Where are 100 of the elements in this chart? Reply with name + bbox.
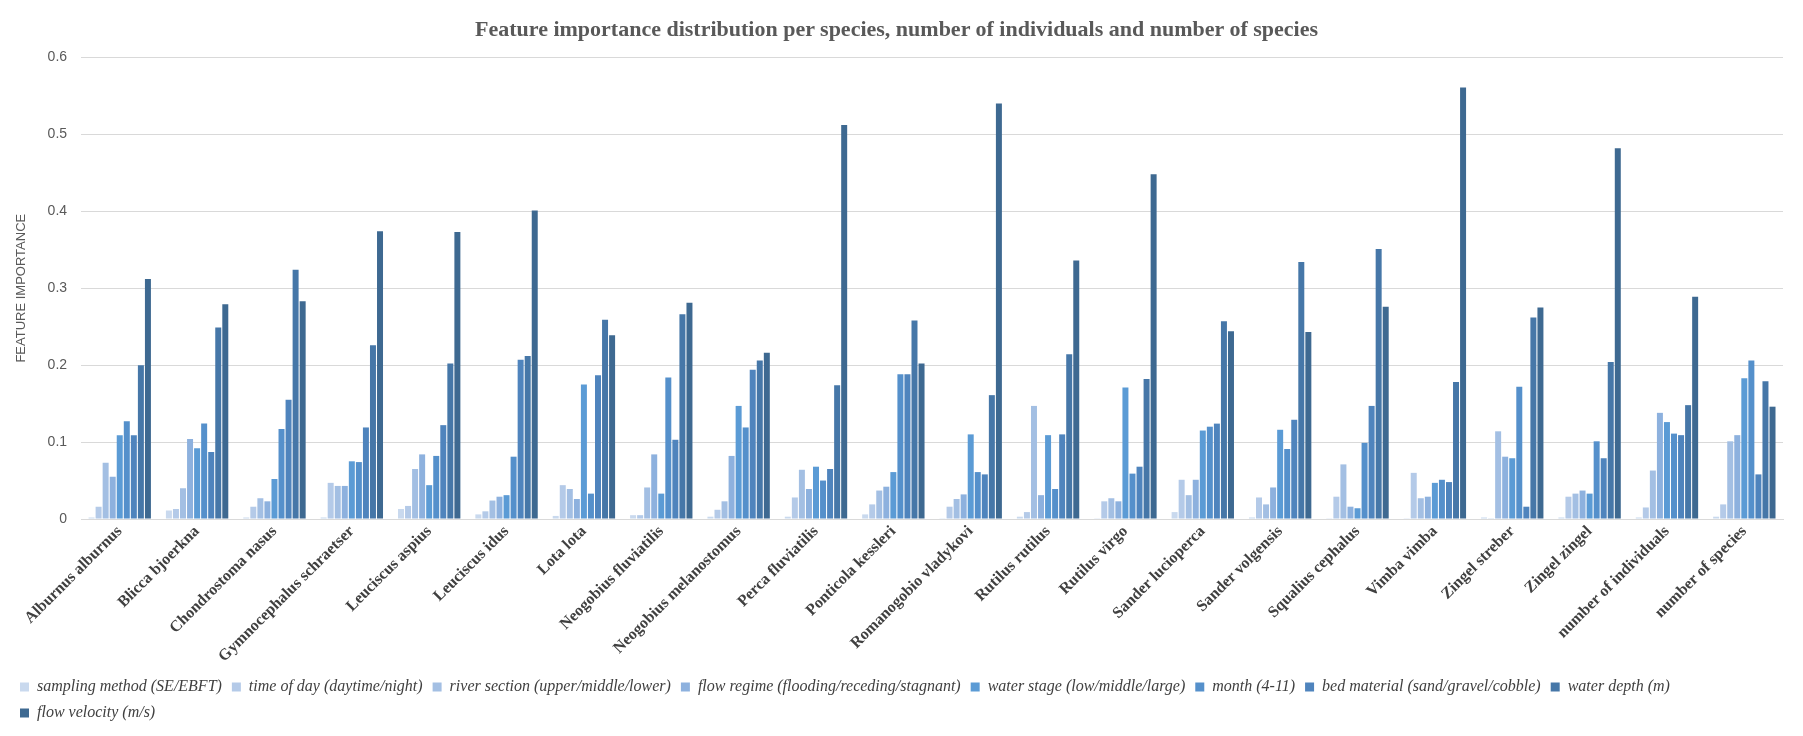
bar — [1108, 498, 1115, 519]
bar — [805, 489, 812, 519]
bar — [1066, 354, 1073, 519]
bar — [946, 506, 953, 519]
bar — [1185, 495, 1192, 519]
bar — [187, 439, 194, 519]
bar — [791, 497, 798, 519]
bar — [419, 454, 426, 519]
bar — [369, 345, 376, 519]
y-tick-label: 0.2 — [47, 356, 68, 372]
bar — [1460, 87, 1467, 519]
bar — [440, 425, 447, 519]
bar — [1720, 504, 1727, 519]
bar — [918, 363, 925, 519]
bar — [1368, 405, 1375, 519]
bar — [264, 501, 271, 519]
bar — [1073, 260, 1080, 519]
bar — [721, 501, 728, 519]
bar — [1453, 382, 1460, 519]
bar — [377, 231, 384, 519]
bar — [834, 385, 841, 519]
bar — [1614, 148, 1621, 519]
bar — [1059, 434, 1066, 519]
bar — [130, 435, 137, 519]
bar — [1649, 470, 1656, 519]
legend-label: sampling method (SE/EBFT) — [37, 677, 222, 696]
legend-label: water depth (m) — [1567, 677, 1670, 696]
bar — [1136, 466, 1143, 519]
bar — [1213, 423, 1220, 519]
bar — [278, 429, 285, 519]
y-tick-label: 0.6 — [47, 48, 68, 65]
bar — [109, 476, 116, 519]
bar — [489, 500, 496, 519]
bar — [756, 360, 763, 519]
bar — [1727, 441, 1734, 519]
bar — [763, 352, 770, 519]
bar — [1030, 405, 1037, 519]
bar — [1382, 306, 1389, 519]
bar — [904, 374, 911, 519]
bar — [1495, 431, 1502, 519]
bar — [1692, 296, 1699, 519]
bar — [1537, 307, 1544, 519]
bar — [454, 232, 461, 519]
bar — [1171, 512, 1178, 519]
bar — [1143, 378, 1150, 519]
bar — [362, 427, 369, 519]
bar — [1600, 458, 1607, 519]
legend-label: water stage (low/middle/large) — [987, 677, 1186, 696]
bar — [475, 514, 482, 519]
bar — [644, 487, 651, 519]
legend-label: flow velocity (m/s) — [37, 703, 156, 722]
bar — [637, 515, 644, 519]
bar — [172, 509, 179, 519]
bar — [960, 494, 967, 519]
bar — [559, 485, 566, 519]
y-tick-label: 0 — [59, 509, 68, 526]
bar — [1762, 381, 1769, 519]
y-tick-label: 0.3 — [47, 279, 68, 296]
legend-label: flow regime (flooding/receding/stagnant) — [697, 677, 961, 696]
bar — [222, 304, 229, 519]
bar — [566, 489, 573, 519]
bar — [165, 510, 172, 519]
bar — [1417, 498, 1424, 519]
bar — [1347, 506, 1354, 519]
bar — [137, 365, 144, 519]
bar — [334, 485, 341, 519]
bar — [714, 509, 721, 519]
legend-label: bed material (sand/gravel/cobble) — [1322, 677, 1541, 696]
bar — [869, 504, 876, 519]
y-tick-label: 0.4 — [47, 202, 68, 219]
bar — [876, 490, 883, 519]
bar — [686, 302, 693, 519]
bar — [630, 515, 637, 519]
bar — [862, 514, 869, 519]
bar — [602, 319, 609, 519]
bar — [250, 506, 257, 519]
bar — [1192, 479, 1199, 519]
bar — [1256, 497, 1263, 519]
bar — [573, 499, 580, 519]
bar — [1530, 317, 1537, 519]
bar — [1291, 419, 1298, 519]
bar — [609, 335, 616, 519]
bar — [1410, 472, 1417, 519]
bar — [1101, 501, 1108, 519]
bar — [995, 103, 1002, 519]
bar — [672, 439, 679, 519]
bar — [482, 511, 489, 519]
bar — [1502, 456, 1509, 519]
bar — [327, 482, 334, 519]
bar — [1178, 479, 1185, 519]
bar — [208, 452, 215, 519]
bar — [1333, 496, 1340, 519]
bar — [1685, 405, 1692, 519]
bar — [1305, 332, 1312, 519]
legend-label: river section (upper/middle/lower) — [449, 677, 671, 696]
bar — [1445, 482, 1452, 519]
bar — [102, 462, 109, 519]
bar — [1769, 406, 1776, 519]
bar — [1755, 474, 1762, 519]
bar — [517, 359, 524, 519]
